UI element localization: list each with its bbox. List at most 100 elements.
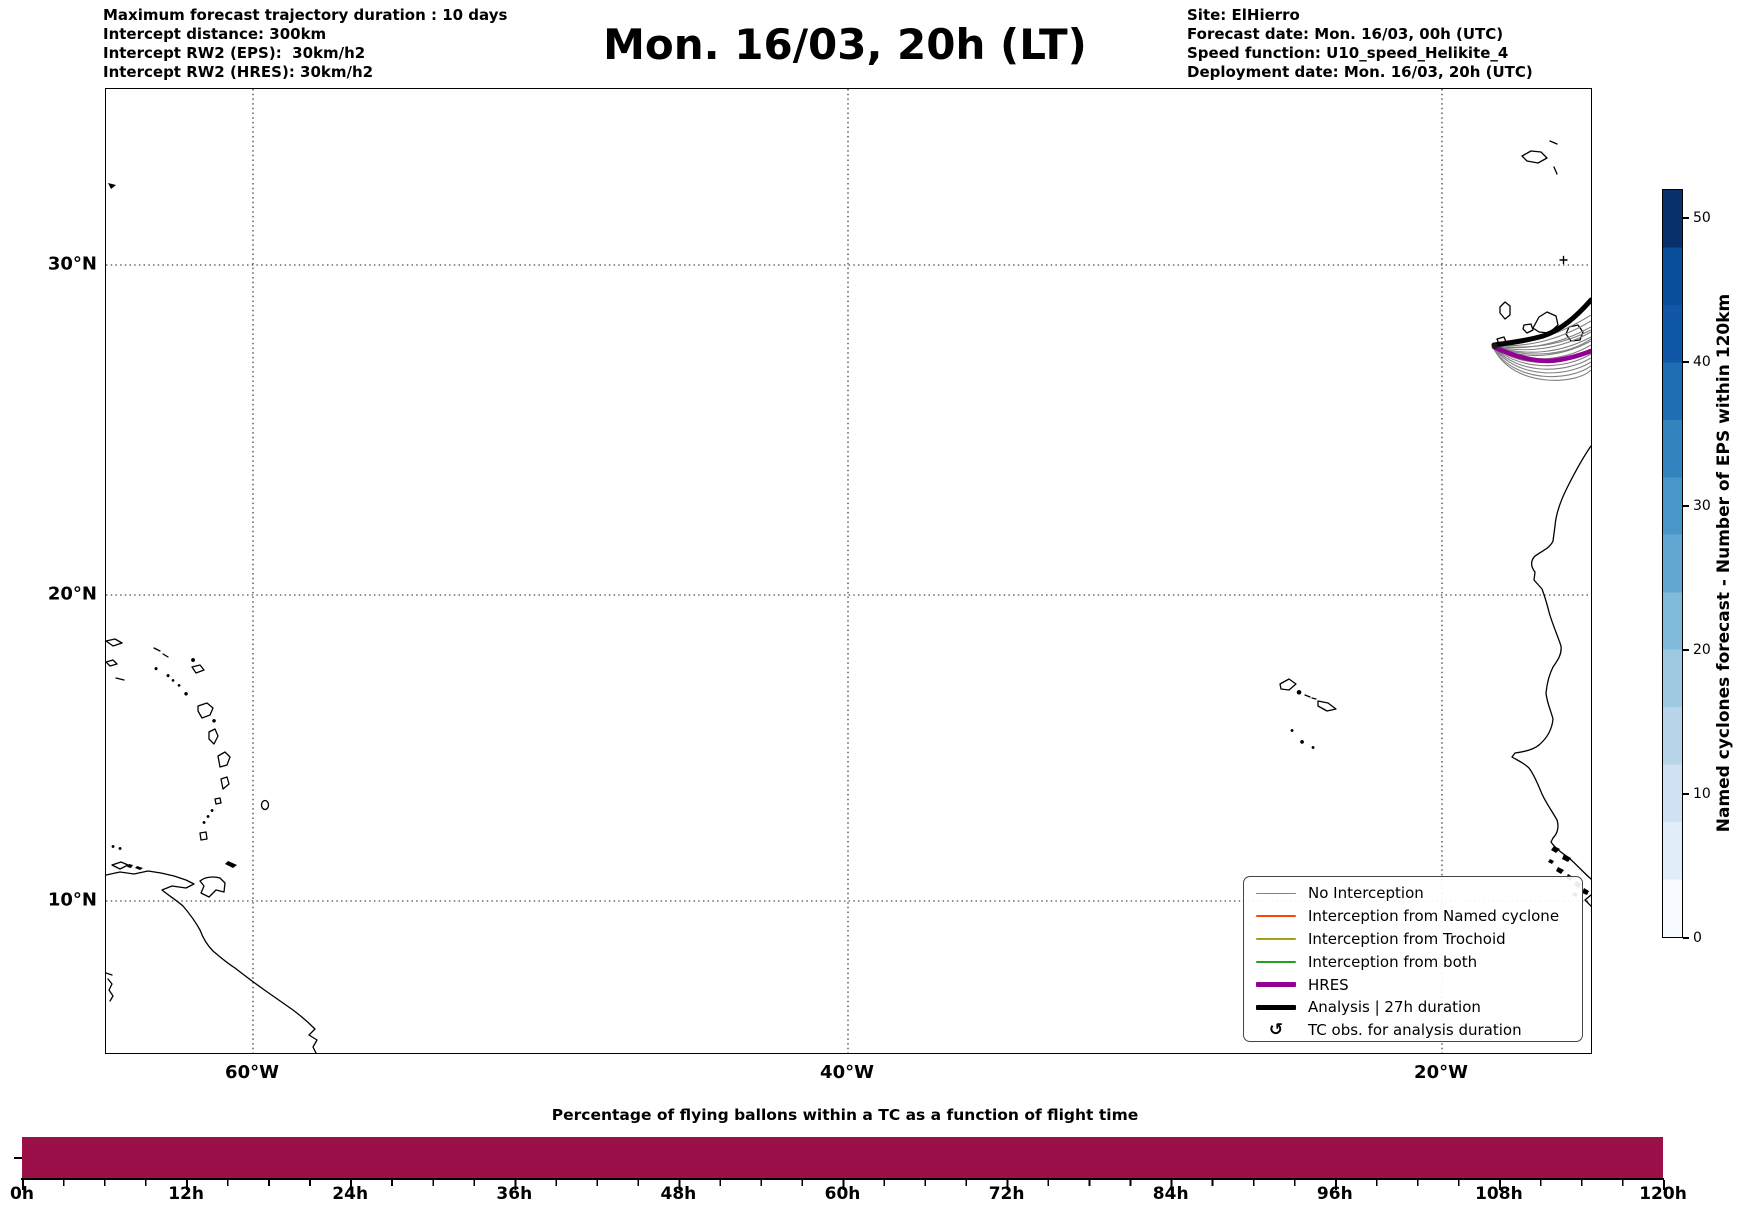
bottom-chart-title: Percentage of flying ballons within a TC… xyxy=(551,1106,1139,1124)
legend-item-label: Interception from Trochoid xyxy=(1308,929,1506,948)
bottom-chart-y-tick xyxy=(14,1157,22,1159)
coast-fragment-left-edge xyxy=(106,972,113,976)
cape-verde-islands xyxy=(1279,678,1337,749)
header-deployment-date: Deployment date: Mon. 16/03, 20h (UTC) xyxy=(1187,63,1533,81)
legend-line-sample-icon xyxy=(1256,1004,1296,1010)
orinoco-coast-fragment xyxy=(107,978,114,1002)
legend-item-label: TC obs. for analysis duration xyxy=(1308,1021,1522,1040)
guadeloupe-island xyxy=(197,702,214,719)
colorbar-tick xyxy=(1683,793,1689,795)
colorbar-tick-label-40: 40 xyxy=(1693,354,1711,370)
colorbar-tick-label-50: 50 xyxy=(1693,210,1711,226)
legend-item: No Interception xyxy=(1256,882,1582,905)
grenada-island xyxy=(199,831,208,841)
legend-item: Analysis | 27h duration xyxy=(1256,996,1582,1019)
x-tick-label: 60h xyxy=(824,1184,861,1204)
legend-line-sample-icon xyxy=(1256,982,1296,988)
st-lucia-island xyxy=(220,776,230,790)
tc-obs-marker-icon: ↺ xyxy=(1256,1019,1296,1040)
santo-antao-island xyxy=(1279,678,1297,691)
x-tick-label: 36h xyxy=(496,1184,533,1204)
legend-line-sample-icon xyxy=(1256,960,1296,963)
analysis-trajectory xyxy=(1491,297,1591,348)
legend-line-sample-icon xyxy=(1256,892,1296,895)
colorbar-axis-label: Named cyclones forecast - Number of EPS … xyxy=(1714,293,1734,833)
tenerife-island xyxy=(1532,311,1559,334)
header-intercept-rw2-hres: Intercept RW2 (HRES): 30km/h2 xyxy=(103,63,374,81)
header-intercept-distance: Intercept distance: 300km xyxy=(103,25,327,43)
dominica-island xyxy=(208,728,219,745)
map-legend: No Interception Interception from Named c… xyxy=(1243,876,1583,1042)
colorbar-tick xyxy=(1683,937,1689,939)
flying-balloons-bar xyxy=(22,1137,1663,1179)
bermuda-island xyxy=(108,183,116,189)
bottom-chart-x-axis xyxy=(21,1178,1664,1180)
x-tick-label: 24h xyxy=(332,1184,369,1204)
x-tick-label: 84h xyxy=(1152,1184,1189,1204)
legend-item: Interception from Trochoid xyxy=(1256,928,1582,951)
lesser-antilles xyxy=(111,647,270,850)
trinidad-island xyxy=(199,876,226,898)
deployment-point xyxy=(1492,343,1498,349)
header-max-duration: Maximum forecast trajectory duration : 1… xyxy=(103,6,508,24)
legend-item: HRES xyxy=(1256,973,1582,996)
cyclone-rotation-icon: ↺ xyxy=(1268,1019,1284,1040)
south-america-coast xyxy=(106,870,318,1053)
bottom-chart-major-ticks xyxy=(22,1180,1665,1190)
barbados-island xyxy=(260,799,270,811)
antigua-island xyxy=(191,664,205,674)
legend-item-label: Analysis | 27h duration xyxy=(1308,998,1481,1017)
margarita-island xyxy=(111,861,129,870)
colorbar-tick-label-30: 30 xyxy=(1693,498,1711,514)
x-tick-label: 120h xyxy=(1639,1184,1687,1204)
tobago-island xyxy=(225,861,237,868)
colorbar xyxy=(1662,189,1683,938)
hres-trajectory xyxy=(1491,344,1591,364)
header-speed-function: Speed function: U10_speed_Helikite_4 xyxy=(1187,44,1509,62)
lat-label-10n: 10°N xyxy=(47,889,97,911)
colorbar-tick xyxy=(1683,505,1689,507)
lon-label-40w: 40°W xyxy=(820,1062,874,1083)
x-tick-label: 48h xyxy=(660,1184,697,1204)
x-tick-label: 108h xyxy=(1475,1184,1523,1204)
lon-label-60w: 60°W xyxy=(225,1062,279,1083)
header-intercept-rw2-eps: Intercept RW2 (EPS): 30km/h2 xyxy=(103,44,366,62)
header-site: Site: ElHierro xyxy=(1187,6,1300,24)
legend-item-label: Interception from both xyxy=(1308,952,1478,971)
st-croix-island xyxy=(115,677,125,681)
legend-item-label: Interception from Named cyclone xyxy=(1308,907,1560,926)
selvagens-islets xyxy=(1559,255,1568,265)
legend-item: Interception from both xyxy=(1256,950,1582,973)
colorbar-tick-label-10: 10 xyxy=(1693,786,1711,802)
colorbar-tick xyxy=(1683,361,1689,363)
legend-item-label: No Interception xyxy=(1308,884,1424,903)
x-tick-label: 0h xyxy=(10,1184,34,1204)
x-tick-label: 12h xyxy=(168,1184,204,1204)
page-title: Mon. 16/03, 20h (LT) xyxy=(603,20,1087,69)
st-vincent-island xyxy=(214,797,222,805)
colorbar-tick-label-0: 0 xyxy=(1693,930,1702,946)
la-palma-island xyxy=(1499,301,1511,320)
lat-label-20n: 20°N xyxy=(47,583,97,605)
x-tick-label: 96h xyxy=(1316,1184,1353,1204)
legend-line-sample-icon xyxy=(1256,938,1296,940)
lat-label-30n: 30°N xyxy=(47,253,97,275)
legend-line-sample-icon xyxy=(1256,915,1296,918)
lon-label-20w: 20°W xyxy=(1414,1062,1468,1083)
africa-coast xyxy=(1511,445,1591,880)
martinique-island xyxy=(217,751,231,768)
madeira-islands xyxy=(1521,140,1558,175)
puerto-rico-fragment xyxy=(106,638,123,667)
venezuela-islets xyxy=(127,864,143,870)
legend-item: ↺ TC obs. for analysis duration xyxy=(1256,1019,1582,1042)
africa-coast-south-fragment xyxy=(1584,894,1591,907)
x-tick-label: 72h xyxy=(988,1184,1025,1204)
colorbar-tick-label-20: 20 xyxy=(1693,642,1711,658)
legend-item: Interception from Named cyclone xyxy=(1256,905,1582,928)
colorbar-tick xyxy=(1683,649,1689,651)
header-forecast-date: Forecast date: Mon. 16/03, 00h (UTC) xyxy=(1187,25,1504,43)
colorbar-tick xyxy=(1683,217,1689,219)
la-gomera-island xyxy=(1522,323,1534,334)
sao-nicolau-island xyxy=(1317,700,1337,712)
